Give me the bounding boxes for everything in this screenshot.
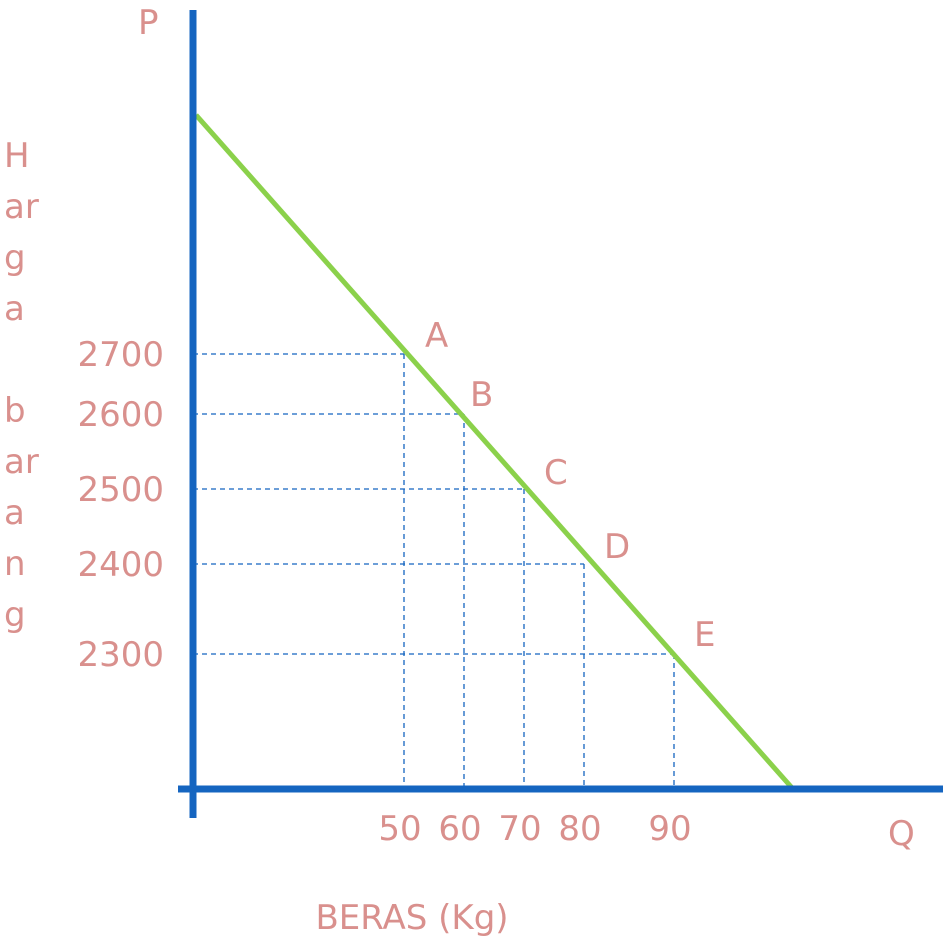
x-tick-labels: 50 60 70 80 90 — [378, 809, 691, 849]
y-axis-title-line: g — [4, 589, 26, 641]
y-axis-title-line: n — [4, 538, 26, 590]
y-tick-labels: 2700 2600 2500 2400 2300 — [77, 335, 164, 675]
x-axis-title: BERAS (Kg) — [315, 898, 508, 938]
y-tick-2500: 2500 — [77, 470, 164, 510]
y-axis-title-line: ar — [4, 436, 39, 488]
y-tick-2400: 2400 — [77, 545, 164, 585]
y-axis-title-line: ar — [4, 181, 39, 233]
y-axis-title-line: b — [4, 385, 26, 437]
y-tick-2300: 2300 — [77, 635, 164, 675]
y-tick-2700: 2700 — [77, 335, 164, 375]
y-axis-title-line: a — [4, 487, 25, 539]
x-tick-80: 80 — [558, 809, 601, 849]
point-label-a: A — [425, 316, 448, 356]
point-label-e: E — [694, 615, 715, 655]
q-axis-label: Q — [888, 814, 915, 854]
p-axis-label: P — [138, 3, 159, 43]
y-axis-title-line: g — [4, 232, 26, 284]
y-tick-2600: 2600 — [77, 395, 164, 435]
x-tick-60: 60 — [438, 809, 481, 849]
point-label-c: C — [544, 453, 568, 493]
x-tick-90: 90 — [648, 809, 691, 849]
y-axis-title-line: H — [4, 130, 30, 182]
y-axis-title-line: a — [4, 283, 25, 335]
point-labels: AB CD E — [425, 316, 715, 655]
x-tick-50: 50 — [378, 809, 421, 849]
point-label-b: B — [470, 375, 493, 415]
point-label-d: D — [604, 527, 630, 567]
x-tick-70: 70 — [498, 809, 541, 849]
demand-line — [196, 115, 793, 789]
